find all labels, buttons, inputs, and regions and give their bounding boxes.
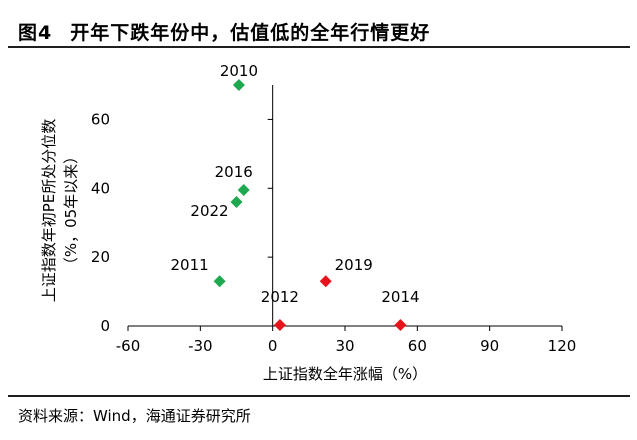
x-tick-label: 90	[480, 337, 499, 355]
data-point-marker	[232, 79, 245, 91]
x-tick-label: -60	[116, 337, 141, 355]
data-point-label: 2016	[215, 163, 253, 181]
y-axis-subtitle: （%，05年以来）	[62, 149, 80, 272]
figure-title: 图4 开年下跌年份中，估值低的全年行情更好	[18, 18, 430, 45]
source-note: 资料来源：Wind，海通证券研究所	[18, 407, 251, 425]
x-tick-label: 60	[408, 337, 427, 355]
y-tick-label: 40	[91, 179, 110, 197]
scatter-chart: -60 -30 0 30 60 90 120 0 20 40 60 2010 2016 2022 2011 2…	[40, 62, 577, 383]
y-axis-title: 上证指数年初PE所处分位数	[40, 119, 58, 303]
data-point-label: 2012	[261, 288, 299, 306]
figure-title-text: 开年下跌年份中，估值低的全年行情更好	[70, 22, 431, 44]
data-point-marker	[319, 275, 332, 288]
source-bar: 资料来源：Wind，海通证券研究所	[8, 395, 630, 433]
data-point-marker	[213, 275, 226, 288]
data-point-label: 2010	[220, 62, 258, 80]
figure-number: 图4	[18, 22, 53, 44]
data-point-label: 2022	[190, 202, 228, 220]
x-tick-label: 120	[548, 337, 577, 355]
data-point-label: 2011	[171, 256, 209, 274]
y-tick-label: 60	[91, 110, 110, 128]
y-tick-label: 20	[91, 248, 110, 266]
x-axis-title: 上证指数全年涨幅（%）	[263, 365, 427, 383]
data-point-label: 2019	[335, 256, 373, 274]
figure-title-bar: 图4 开年下跌年份中，估值低的全年行情更好	[8, 10, 630, 48]
data-point-marker	[273, 318, 286, 331]
data-point-marker	[394, 318, 407, 331]
data-point-label: 2014	[381, 288, 419, 306]
x-tick-label: -30	[188, 337, 213, 355]
x-tick-label: 30	[335, 337, 354, 355]
y-tick-label: 0	[100, 317, 110, 335]
x-tick-label: 0	[268, 337, 278, 355]
data-point-marker	[230, 196, 243, 209]
data-point-marker	[237, 184, 250, 197]
